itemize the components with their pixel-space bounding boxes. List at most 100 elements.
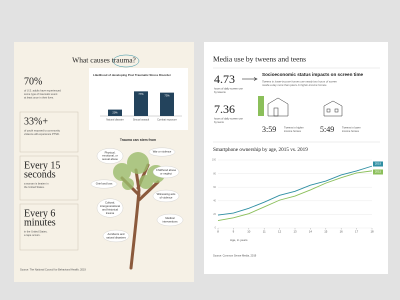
- stat-text: at least once in their lives.: [24, 96, 54, 100]
- x-tick-label: 15: [324, 230, 328, 234]
- cause-label: of violence: [160, 195, 173, 199]
- legend-swatch: [373, 169, 383, 175]
- y-tick-label: 60: [213, 186, 216, 189]
- legend-label: 2019: [375, 162, 382, 166]
- cause-bubble: [90, 179, 118, 189]
- x-tick-label: 8: [217, 230, 219, 234]
- cause-label: Cultural,: [105, 201, 115, 205]
- line-chart-title: Smartphone ownership by age, 2015 vs. 20…: [213, 147, 308, 153]
- bar-chart-title: Likelihood of developing Post Traumatic …: [93, 73, 172, 77]
- cause-bubble: [156, 213, 184, 227]
- cause-label: intergenerational: [100, 204, 120, 208]
- x-tick-label: 18: [370, 230, 374, 234]
- title-circle: [112, 54, 140, 68]
- cause-bubble: [96, 198, 124, 218]
- cause-label: interventions: [162, 219, 178, 223]
- x-tick-label: 10: [247, 230, 251, 234]
- cause-bubble: [96, 148, 124, 164]
- x-tick-label: 12: [278, 230, 282, 234]
- x-tick-label: 13: [293, 230, 297, 234]
- x-tick-label: 14: [309, 230, 313, 234]
- left-title: What causes trauma?: [72, 56, 136, 65]
- cause-label: Grief and loss: [96, 182, 113, 186]
- stat-value: Every 15: [24, 160, 60, 171]
- ses-text: media a day more than peers in higher-in…: [262, 83, 327, 87]
- y-tick-label: 20: [213, 213, 216, 216]
- income-text: income homes: [284, 129, 302, 133]
- x-axis-label: Age, in years: [230, 238, 248, 242]
- stat-value: 70%: [24, 76, 42, 87]
- right-title: Media use by tweens and teens: [213, 55, 306, 64]
- stat-value: 7.36: [214, 102, 235, 116]
- cause-label: Childhood abuse: [156, 168, 177, 172]
- cause-label: sexual abuse: [102, 157, 118, 161]
- cause-bubble: [148, 147, 176, 157]
- ses-text: Tweens in lower-income homes use nearly …: [262, 80, 337, 84]
- stat-text: a rape occurs.: [24, 233, 41, 237]
- cause-bubble: [152, 165, 180, 179]
- x-tick-label: 11: [263, 230, 266, 234]
- bar-value-label: 20%: [112, 110, 118, 114]
- legend-swatch: [373, 161, 383, 167]
- left-source: Source: The National Council for Behavio…: [20, 268, 86, 272]
- y-tick-label: 100: [212, 159, 217, 162]
- stat-text: by tweens: [214, 90, 226, 94]
- arrow-head: [253, 77, 258, 81]
- x-tick-label: 17: [355, 230, 359, 234]
- series-line: [217, 170, 373, 221]
- right-page: [204, 42, 388, 274]
- y-tick-label: 40: [213, 199, 216, 202]
- bar-category: Combat exposure: [157, 119, 177, 122]
- stat-text: of youth exposed to community: [24, 129, 61, 133]
- stat-text: of U.S. adults have experienced: [24, 89, 61, 93]
- stat-text: violence will experience PTSD.: [24, 132, 60, 136]
- cause-label: emotional, or: [102, 154, 118, 158]
- series-line: [217, 165, 373, 216]
- right-source: Source: Common Sense Media, 2019: [213, 254, 257, 258]
- y-tick-label: 0: [215, 227, 217, 230]
- cause-label: trauma: [106, 211, 115, 215]
- income-text: income homes: [342, 129, 360, 133]
- stat-value: seconds: [24, 169, 56, 180]
- cause-label: War or violence: [153, 150, 172, 154]
- stat-text: a woman is beaten in: [24, 182, 49, 186]
- cause-label: Witnessing acts: [157, 192, 176, 196]
- cause-label: Physical,: [105, 150, 116, 154]
- bar-category: Sexual assault: [133, 119, 150, 122]
- stat-value: minutes: [24, 217, 56, 228]
- stat-box: [19, 155, 79, 201]
- stat-value: 4.73: [214, 72, 235, 86]
- phone-icon: [258, 96, 264, 116]
- ses-title: Socioeconomic status impacts on screen t…: [262, 72, 364, 77]
- bar: [134, 91, 148, 116]
- bar-value-label: 73%: [164, 93, 170, 97]
- cause-label: or neglect: [160, 171, 172, 175]
- stat-text: the United States.: [24, 185, 45, 189]
- stat-text: by teens: [214, 120, 225, 124]
- cause-label: and historical: [102, 207, 118, 211]
- bar: [108, 109, 122, 116]
- tree-title: Trauma can stem from: [120, 138, 156, 142]
- bar-value-label: 77%: [138, 92, 144, 96]
- income-value: 3:59: [262, 125, 276, 134]
- income-text: Tweens in lower: [342, 126, 361, 130]
- x-tick-label: 16: [340, 230, 344, 234]
- stat-value: 33%+: [24, 116, 48, 127]
- stat-value: Every 6: [24, 208, 55, 219]
- stat-box: [19, 203, 79, 251]
- stat-text: hours of daily screen use: [214, 87, 243, 91]
- y-tick-label: 80: [213, 172, 216, 175]
- stat-text: hours of daily screen use: [214, 117, 243, 121]
- cause-bubble: [102, 229, 130, 243]
- bar-category: Natural disaster: [106, 119, 124, 122]
- stat-text: in the United States,: [24, 230, 48, 234]
- bar: [160, 92, 174, 116]
- legend-label: 2015: [375, 170, 382, 174]
- cause-bubble: [152, 189, 180, 203]
- stat-box: [19, 111, 79, 153]
- x-tick-label: 9: [233, 230, 235, 234]
- income-value: 5:49: [320, 125, 334, 134]
- stat-text: some type of traumatic event: [24, 92, 58, 96]
- cause-label: Accidents and: [108, 232, 125, 236]
